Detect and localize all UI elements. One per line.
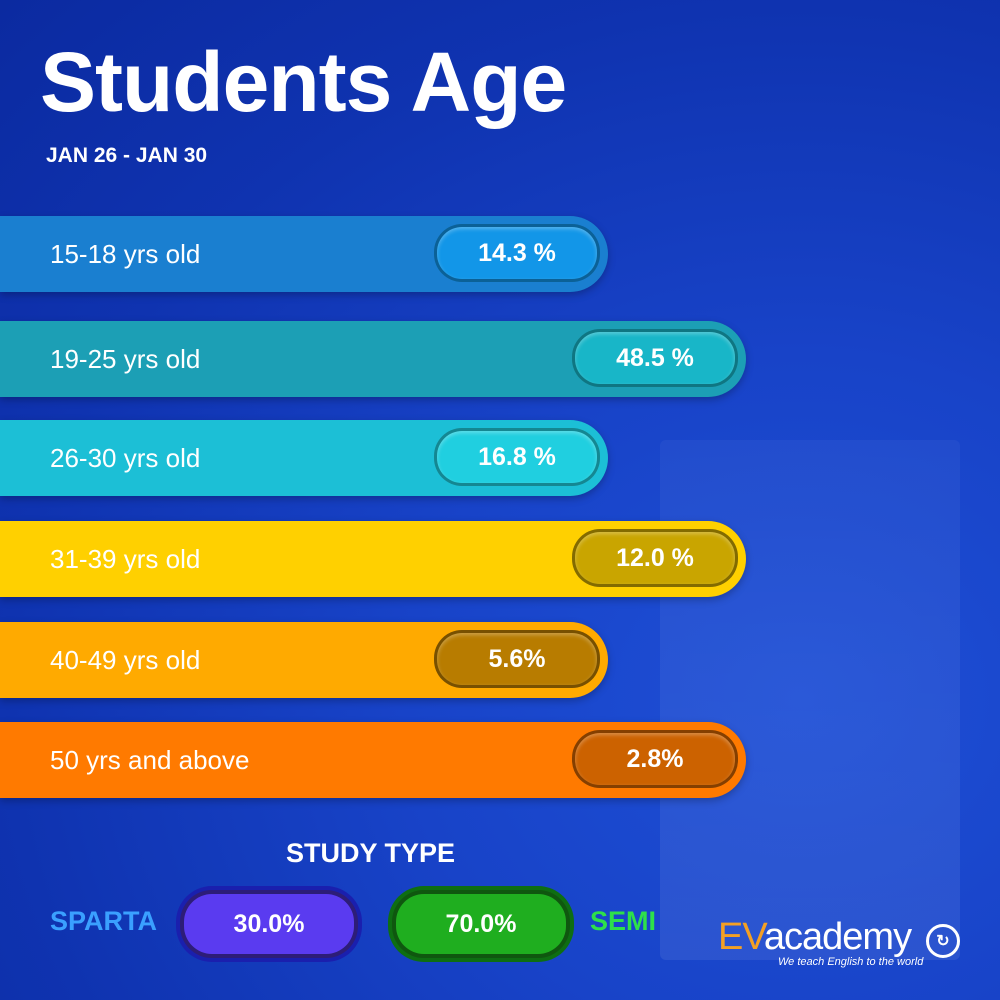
bar-row: 15-18 yrs old 14.3 %	[0, 216, 608, 292]
bar-category-label: 31-39 yrs old	[50, 544, 201, 574]
sparta-value-pill: 30.0%	[180, 890, 358, 958]
sparta-label: SPARTA	[50, 906, 157, 936]
logo-wordmark: EVacademy	[718, 918, 968, 956]
bar-row: 26-30 yrs old 16.8 %	[0, 420, 608, 496]
semi-label: SEMI	[590, 906, 657, 936]
page-title: Students Age	[40, 35, 567, 129]
bar-row: 31-39 yrs old 12.0 %	[0, 521, 746, 597]
logo-tagline: We teach English to the world	[778, 956, 924, 968]
bar-row: 19-25 yrs old 48.5 %	[0, 321, 746, 397]
bar-row: 50 yrs and above 2.8%	[0, 722, 746, 798]
bar-category-label: 26-30 yrs old	[50, 443, 201, 473]
bar-value-label: 5.6%	[434, 630, 600, 688]
date-range: JAN 26 - JAN 30	[46, 144, 208, 167]
bar-category-label: 19-25 yrs old	[50, 344, 201, 374]
bar-value-label: 16.8 %	[434, 428, 600, 486]
bar-value-label: 2.8%	[572, 730, 738, 788]
logo-icon: ↻	[926, 924, 960, 958]
bar-value-label: 12.0 %	[572, 529, 738, 587]
bar-value-label: 14.3 %	[434, 224, 600, 282]
bar-row: 40-49 yrs old 5.6%	[0, 622, 608, 698]
bar-category-label: 50 yrs and above	[50, 745, 250, 775]
bar-value-label: 48.5 %	[572, 329, 738, 387]
logo-academy: academy	[763, 916, 912, 958]
logo-ev: EV	[718, 916, 765, 958]
evacademy-logo: EVacademy We teach English to the world …	[718, 918, 968, 978]
bar-category-label: 40-49 yrs old	[50, 645, 201, 675]
semi-value-pill: 70.0%	[392, 890, 570, 958]
background-building	[660, 440, 960, 960]
study-type-title: STUDY TYPE	[286, 838, 456, 868]
bar-category-label: 15-18 yrs old	[50, 239, 201, 269]
